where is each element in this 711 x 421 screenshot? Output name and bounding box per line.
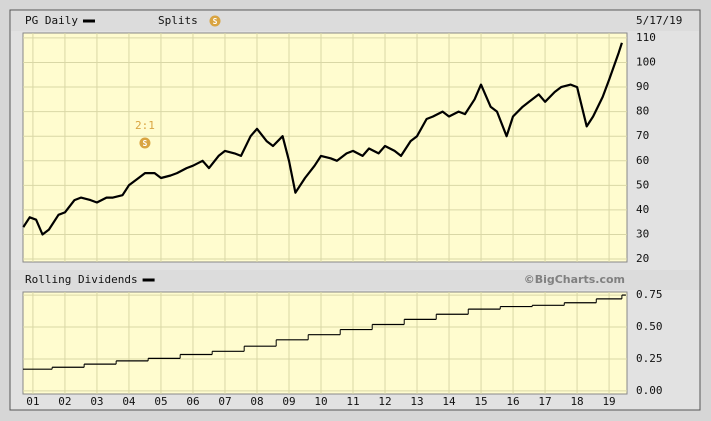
y-tick-label: 90: [636, 80, 649, 93]
y-tick-label: 100: [636, 55, 656, 68]
y-tick-label: 30: [636, 227, 649, 240]
y-tick-label: 0.25: [636, 352, 663, 365]
x-tick-label: 08: [250, 395, 263, 408]
x-tick-label: 13: [410, 395, 423, 408]
date-label: 5/17/19: [636, 14, 682, 27]
x-tick-label: 17: [538, 395, 551, 408]
x-tick-label: 09: [282, 395, 295, 408]
splits-label: Splits: [158, 14, 198, 27]
legend-label: Rolling Dividends: [25, 273, 138, 286]
y-tick-label: 70: [636, 129, 649, 142]
y-tick-label: 0.75: [636, 288, 663, 301]
plot-area: [22, 32, 628, 263]
y-tick-label: 50: [636, 178, 649, 191]
y-tick-label: 0.50: [636, 320, 663, 333]
x-tick-label: 04: [122, 395, 136, 408]
plot-area: [22, 291, 628, 395]
split-icon: [139, 137, 151, 149]
y-tick-label: 110: [636, 31, 656, 44]
x-tick-label: 02: [58, 395, 71, 408]
x-tick-label: 18: [570, 395, 583, 408]
x-tick-label: 14: [442, 395, 456, 408]
x-tick-label: 15: [474, 395, 487, 408]
y-tick-label: 60: [636, 154, 649, 167]
x-tick-label: 11: [346, 395, 359, 408]
legend-swatch: [142, 278, 155, 282]
x-tick-label: 05: [154, 395, 167, 408]
x-tick-label: 19: [602, 395, 615, 408]
y-tick-label: 0.00: [636, 384, 663, 397]
split-annotation: 2:1: [135, 119, 155, 132]
price-line: [22, 42, 623, 236]
split-icon: [209, 15, 221, 27]
legend-label: PG Daily: [25, 14, 78, 27]
x-tick-label: 10: [314, 395, 327, 408]
legend-swatch: [82, 19, 95, 23]
x-tick-label: 12: [378, 395, 391, 408]
x-tick-label: 03: [90, 395, 103, 408]
y-tick-label: 20: [636, 252, 649, 265]
y-tick-label: 40: [636, 203, 649, 216]
split-icon-label: S: [213, 17, 218, 26]
source-label: ©BigCharts.com: [524, 273, 625, 286]
split-icon-label: S: [143, 139, 148, 148]
header-bar: [11, 270, 699, 290]
x-tick-label: 07: [218, 395, 231, 408]
header-bar: [11, 11, 699, 31]
x-tick-label: 01: [26, 395, 39, 408]
x-tick-label: 16: [506, 395, 519, 408]
x-tick-label: 06: [186, 395, 199, 408]
y-tick-label: 80: [636, 105, 649, 118]
